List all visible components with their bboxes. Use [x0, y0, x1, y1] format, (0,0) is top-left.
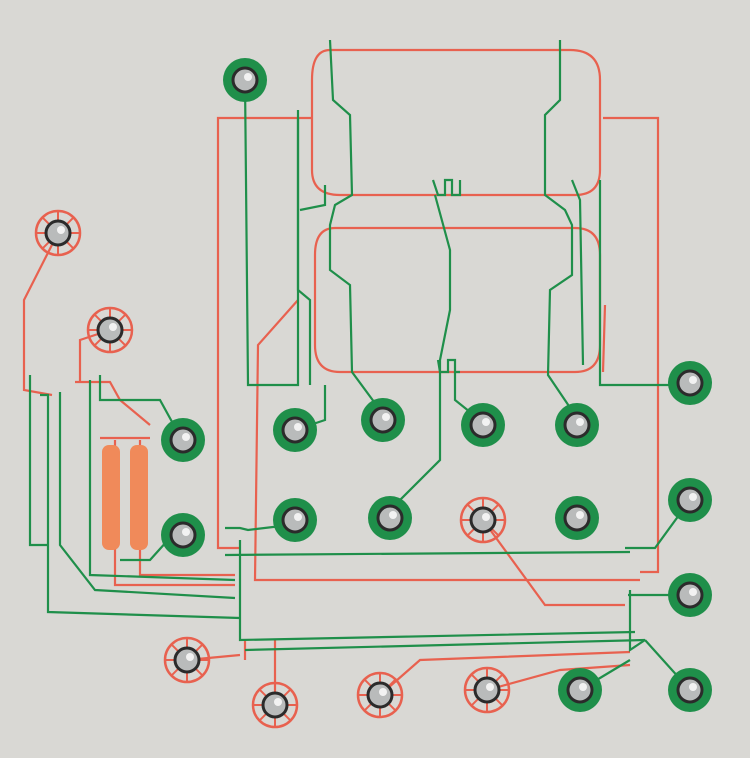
pin-highlight	[379, 688, 387, 696]
pin	[169, 426, 197, 454]
pin	[369, 406, 397, 434]
pad-green	[555, 496, 599, 540]
pin-highlight	[57, 226, 65, 234]
pin	[676, 486, 704, 514]
pad-green	[161, 418, 205, 462]
pin-highlight	[182, 528, 190, 536]
pad-red	[86, 306, 134, 354]
pin	[676, 676, 704, 704]
pad-green	[668, 361, 712, 405]
pin-highlight	[294, 423, 302, 431]
pin-highlight	[482, 513, 490, 521]
pin	[563, 504, 591, 532]
pin-highlight	[689, 683, 697, 691]
pad-red	[356, 671, 404, 719]
pin	[676, 369, 704, 397]
pin	[96, 316, 124, 344]
pad-red	[34, 209, 82, 257]
pin	[676, 581, 704, 609]
pin-highlight	[109, 323, 117, 331]
pin	[44, 219, 72, 247]
pad-green	[555, 403, 599, 447]
pad-green	[558, 668, 602, 712]
pad-green	[668, 478, 712, 522]
pin-highlight	[274, 698, 282, 706]
pad-green	[461, 403, 505, 447]
pad-green	[273, 408, 317, 452]
pin	[261, 691, 289, 719]
pad-green	[161, 513, 205, 557]
pad-red	[163, 636, 211, 684]
pin	[566, 676, 594, 704]
pin	[469, 411, 497, 439]
resistors	[102, 445, 148, 550]
pad-red	[463, 666, 511, 714]
pin-highlight	[482, 418, 490, 426]
pin	[376, 504, 404, 532]
pin-highlight	[186, 653, 194, 661]
pin-highlight	[579, 683, 587, 691]
pin	[169, 521, 197, 549]
pin	[173, 646, 201, 674]
pin	[231, 66, 259, 94]
pin-highlight	[382, 413, 390, 421]
pin-highlight	[689, 493, 697, 501]
pin	[281, 416, 309, 444]
pin-highlight	[389, 511, 397, 519]
pin	[473, 676, 501, 704]
resistor-right	[130, 445, 148, 550]
pad-red	[251, 681, 299, 729]
pin	[563, 411, 591, 439]
pin-highlight	[576, 511, 584, 519]
pin	[281, 506, 309, 534]
pad-green	[361, 398, 405, 442]
pad-green	[273, 498, 317, 542]
pin-highlight	[182, 433, 190, 441]
pad-green	[223, 58, 267, 102]
pin-highlight	[486, 683, 494, 691]
pin	[366, 681, 394, 709]
pin-highlight	[294, 513, 302, 521]
pin-highlight	[244, 73, 252, 81]
pad-red	[459, 496, 507, 544]
pin-highlight	[689, 376, 697, 384]
pads	[34, 58, 712, 729]
resistor-left	[102, 445, 120, 550]
pin-highlight	[689, 588, 697, 596]
pin	[469, 506, 497, 534]
pad-green	[668, 573, 712, 617]
pad-green	[668, 668, 712, 712]
pin-highlight	[576, 418, 584, 426]
pad-green	[368, 496, 412, 540]
